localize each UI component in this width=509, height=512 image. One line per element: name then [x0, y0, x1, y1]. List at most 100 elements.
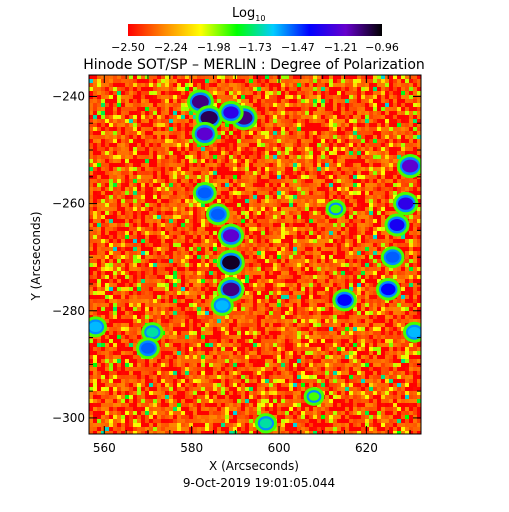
heatmap-cell	[97, 83, 101, 87]
heatmap-cell	[173, 207, 177, 211]
heatmap-cell	[393, 155, 397, 159]
heatmap-cell	[293, 267, 297, 271]
heatmap-cell	[137, 195, 141, 199]
heatmap-cell	[161, 255, 165, 259]
heatmap-cell	[257, 131, 261, 135]
heatmap-cell	[105, 119, 109, 123]
heatmap-cell	[193, 207, 197, 211]
heatmap-cell	[145, 115, 149, 119]
heatmap-cell	[305, 187, 309, 191]
heatmap-cell	[165, 295, 169, 299]
heatmap-cell	[337, 235, 341, 239]
heatmap-cell	[249, 183, 253, 187]
heatmap-cell	[177, 115, 181, 119]
heatmap-cell	[161, 251, 165, 255]
heatmap-cell	[229, 163, 233, 167]
heatmap-cell	[361, 167, 365, 171]
heatmap-cell	[321, 135, 325, 139]
heatmap-cell	[161, 211, 165, 215]
heatmap-cell	[117, 127, 121, 131]
heatmap-cell	[265, 303, 269, 307]
heatmap-cell	[385, 135, 389, 139]
heatmap-cell	[313, 83, 317, 87]
heatmap-cell	[161, 107, 165, 111]
heatmap-cell	[309, 87, 313, 91]
heatmap-cell	[169, 255, 173, 259]
heatmap-cell	[265, 155, 269, 159]
heatmap-cell	[265, 299, 269, 303]
heatmap-cell	[317, 215, 321, 219]
heatmap-cell	[249, 131, 253, 135]
heatmap-cell	[325, 295, 329, 299]
heatmap-cell	[357, 283, 361, 287]
heatmap-cell	[253, 283, 257, 287]
heatmap-cell	[193, 123, 197, 127]
heatmap-cell	[117, 275, 121, 279]
heatmap-cell	[253, 75, 257, 79]
heatmap-cell	[261, 99, 265, 103]
heatmap-cell	[405, 143, 409, 147]
heatmap-cell	[301, 215, 305, 219]
heatmap-cell	[157, 311, 161, 315]
heatmap-cell	[349, 143, 353, 147]
heatmap-cell	[145, 251, 149, 255]
heatmap-cell	[313, 251, 317, 255]
heatmap-cell	[109, 171, 113, 175]
heatmap-cell	[177, 199, 181, 203]
heatmap-cell	[285, 163, 289, 167]
heatmap-cell	[269, 267, 273, 271]
heatmap-cell	[293, 283, 297, 287]
heatmap-cell	[113, 259, 117, 263]
heatmap-cell	[165, 203, 169, 207]
heatmap-cell	[265, 79, 269, 83]
heatmap-cell	[301, 263, 305, 267]
heatmap-cell	[393, 175, 397, 179]
heatmap-cell	[105, 203, 109, 207]
heatmap-cell	[193, 271, 197, 275]
heatmap-cell	[297, 299, 301, 303]
heatmap-cell	[289, 127, 293, 131]
heatmap-cell	[93, 235, 97, 239]
heatmap-cell	[265, 95, 269, 99]
heatmap-cell	[161, 111, 165, 115]
heatmap-cell	[113, 291, 117, 295]
heatmap-cell	[181, 223, 185, 227]
heatmap-cell	[373, 223, 377, 227]
heatmap-cell	[161, 215, 165, 219]
heatmap-cell	[345, 111, 349, 115]
heatmap-cell	[317, 79, 321, 83]
heatmap-cell	[285, 103, 289, 107]
heatmap-cell	[277, 291, 281, 295]
heatmap-cell	[365, 167, 369, 171]
heatmap-cell	[277, 87, 281, 91]
heatmap-cell	[417, 219, 421, 223]
heatmap-cell	[189, 303, 193, 307]
heatmap-cell	[397, 299, 401, 303]
heatmap-cell	[273, 295, 277, 299]
heatmap-cell	[133, 291, 137, 295]
heatmap-cell	[301, 99, 305, 103]
heatmap-cell	[93, 191, 97, 195]
heatmap-cell	[293, 79, 297, 83]
heatmap-cell	[109, 251, 113, 255]
heatmap-cell	[149, 123, 153, 127]
heatmap-cell	[89, 103, 93, 107]
heatmap-cell	[237, 95, 241, 99]
heatmap-cell	[121, 171, 125, 175]
heatmap-cell	[213, 151, 217, 155]
heatmap-cell	[297, 187, 301, 191]
heatmap-cell	[253, 215, 257, 219]
heatmap-cell	[313, 215, 317, 219]
heatmap-cell	[105, 239, 109, 243]
heatmap-cell	[113, 287, 117, 291]
heatmap-cell	[365, 215, 369, 219]
heatmap-cell	[189, 287, 193, 291]
heatmap-cell	[141, 131, 145, 135]
heatmap-cell	[265, 307, 269, 311]
heatmap-cell	[229, 179, 233, 183]
heatmap-cell	[105, 175, 109, 179]
heatmap-cell	[197, 271, 201, 275]
heatmap-cell	[173, 111, 177, 115]
heatmap-cell	[265, 231, 269, 235]
heatmap-cell	[289, 279, 293, 283]
